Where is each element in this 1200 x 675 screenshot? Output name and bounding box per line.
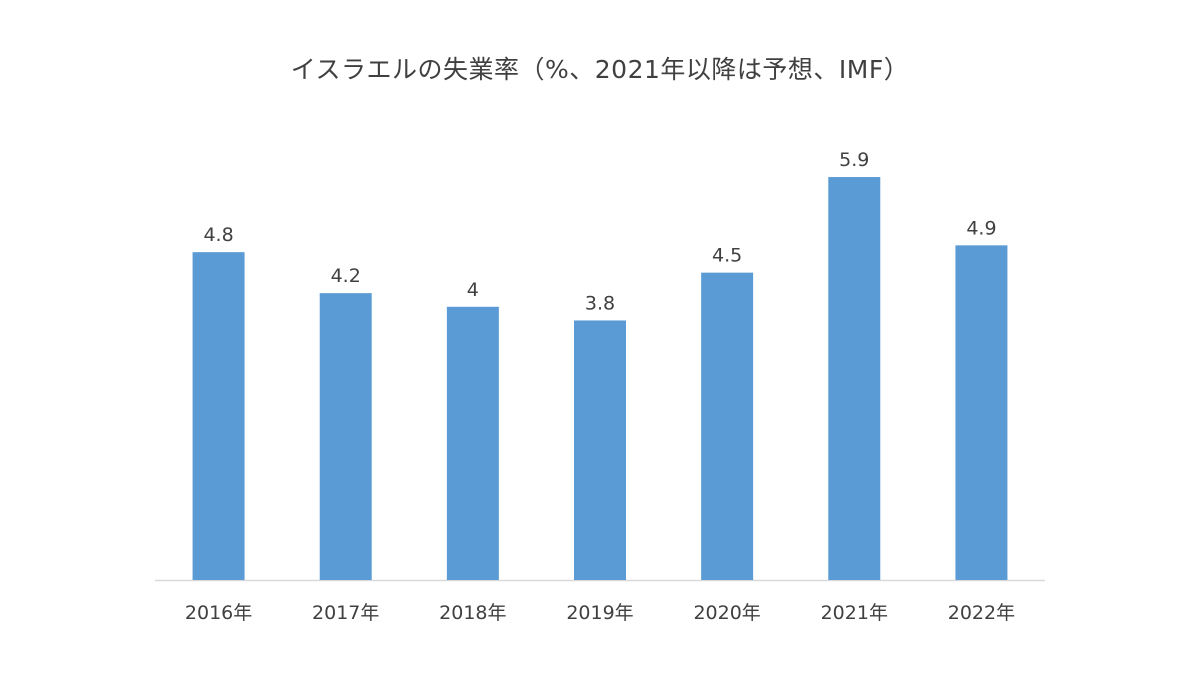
bar-1 [319,293,372,580]
data-label-1: 4.2 [331,265,361,287]
x-tick-label-6: 2022年 [948,602,1015,624]
chart-title: イスラエルの失業率（%、2021年以降は予想、IMF） [290,55,910,84]
data-label-3: 3.8 [585,292,615,314]
data-label-2: 4 [467,279,479,301]
x-tick-label-4: 2020年 [693,602,760,624]
bar-5 [828,177,881,580]
x-tick-label-5: 2021年 [821,602,888,624]
x-tick-label-0: 2016年 [185,602,252,624]
data-label-6: 4.9 [966,217,996,239]
bar-6 [955,245,1008,580]
data-label-5: 5.9 [839,149,869,171]
bar-2 [446,306,499,580]
bar-0 [192,252,245,580]
data-label-4: 4.5 [712,245,742,267]
data-label-0: 4.8 [203,224,233,246]
bar-4 [701,272,754,580]
x-tick-label-2: 2018年 [439,602,506,624]
x-tick-label-3: 2019年 [566,602,633,624]
bar-3 [574,320,626,580]
x-tick-label-1: 2017年 [312,602,379,624]
